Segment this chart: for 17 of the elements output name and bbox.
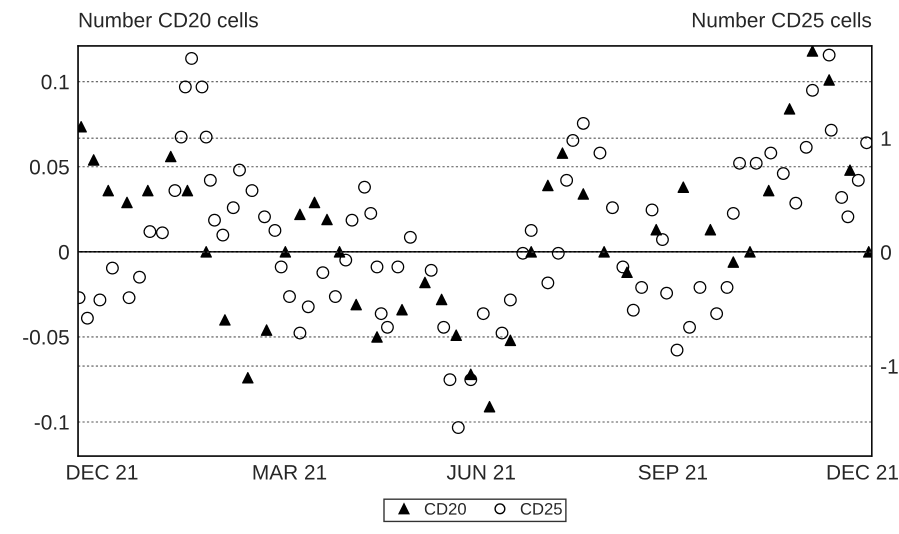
y2-axis-title: Number CD25 cells	[692, 12, 872, 28]
x-tick-label: DEC 21	[828, 464, 898, 480]
x-tick-label: MAR 21	[254, 464, 326, 480]
x-tick-label: JUN 21	[446, 464, 515, 480]
x-tick-label: SEP 21	[638, 464, 707, 480]
y-tick-label: -0.1	[34, 415, 69, 430]
y2-tick-label: 0	[880, 245, 891, 260]
y-tick-label: 0.05	[30, 160, 69, 174]
x-tick-label: DEC 21	[67, 464, 138, 480]
legend-label: CD20	[424, 503, 466, 515]
y2-tick-label: -1	[881, 359, 898, 374]
legend-label: CD25	[520, 503, 562, 515]
y2-tick-label: 1	[882, 131, 891, 146]
y-tick-label: 0	[58, 244, 69, 260]
y-tick-label: -0.05	[23, 330, 69, 345]
y-axis-title: Number CD20 cells	[80, 12, 258, 28]
y-tick-label: 0.1	[42, 74, 69, 90]
